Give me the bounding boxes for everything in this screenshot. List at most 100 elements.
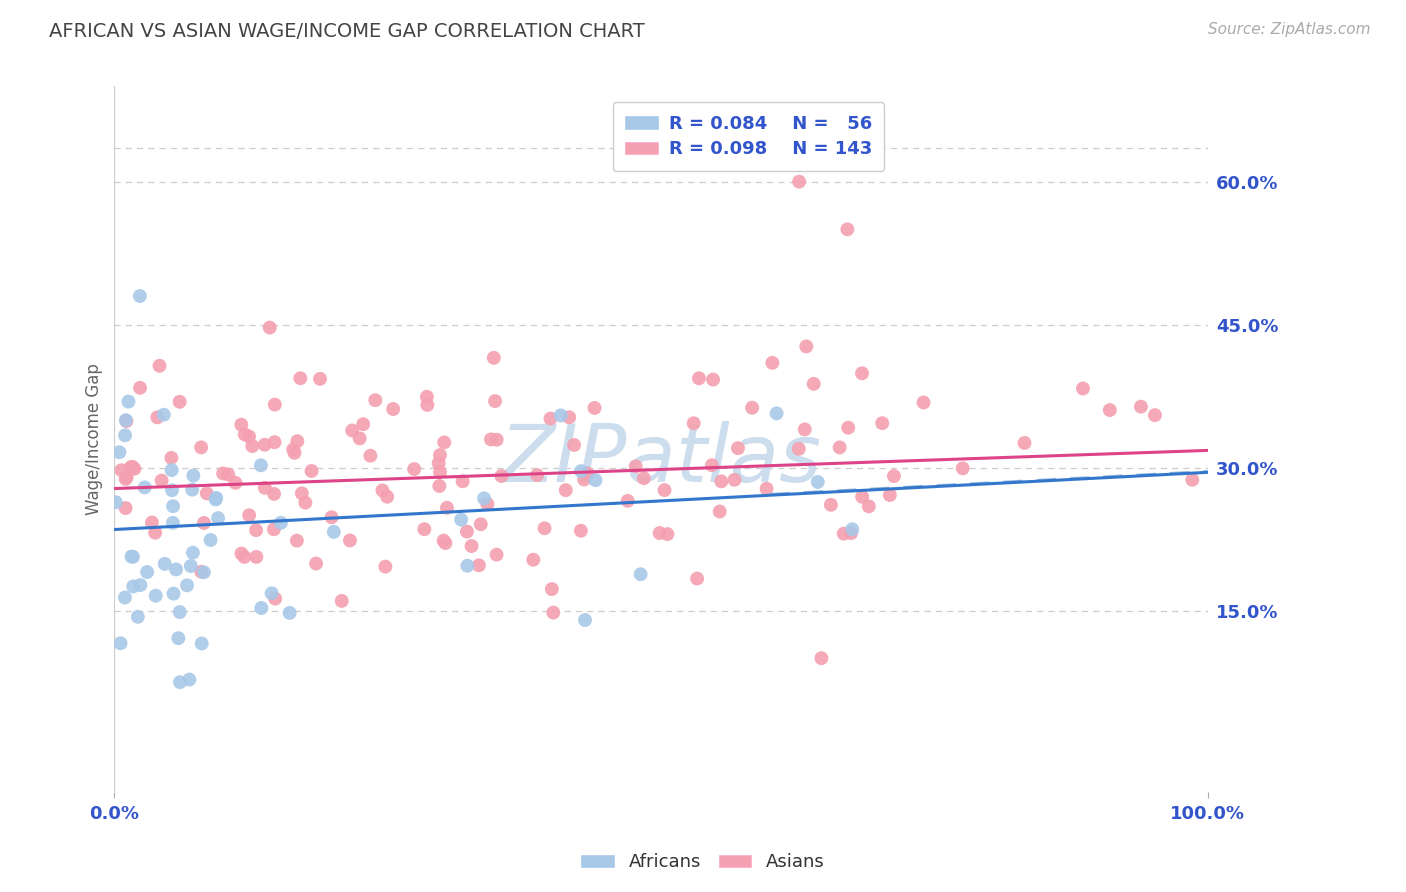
Point bbox=[1129, 400, 1152, 414]
Point bbox=[114, 472, 136, 486]
Point bbox=[110, 463, 132, 477]
Point bbox=[263, 522, 285, 536]
Point bbox=[1071, 381, 1094, 395]
Point bbox=[787, 442, 810, 456]
Point bbox=[349, 431, 371, 445]
Point bbox=[616, 493, 638, 508]
Point bbox=[114, 591, 136, 605]
Point bbox=[851, 490, 873, 504]
Point bbox=[741, 401, 763, 415]
Point bbox=[433, 435, 456, 450]
Point bbox=[160, 450, 183, 465]
Point bbox=[382, 402, 405, 417]
Point bbox=[285, 533, 308, 548]
Point bbox=[429, 448, 451, 462]
Point bbox=[883, 469, 905, 483]
Point bbox=[456, 524, 478, 539]
Point bbox=[470, 517, 492, 532]
Point bbox=[682, 416, 704, 430]
Text: ZIPatlas: ZIPatlas bbox=[501, 421, 823, 500]
Point bbox=[433, 533, 456, 548]
Point bbox=[793, 422, 815, 436]
Point bbox=[283, 442, 305, 457]
Point bbox=[472, 491, 495, 506]
Point bbox=[572, 473, 595, 487]
Point bbox=[416, 398, 439, 412]
Point bbox=[176, 578, 198, 592]
Point bbox=[115, 470, 138, 484]
Point bbox=[723, 473, 745, 487]
Point bbox=[558, 410, 581, 425]
Point bbox=[468, 558, 491, 573]
Point bbox=[193, 566, 215, 580]
Point bbox=[143, 525, 166, 540]
Point bbox=[305, 557, 328, 571]
Point bbox=[576, 467, 599, 481]
Point bbox=[114, 413, 136, 427]
Point bbox=[270, 516, 292, 530]
Point bbox=[416, 390, 439, 404]
Point bbox=[1014, 436, 1036, 450]
Point bbox=[134, 480, 156, 494]
Point bbox=[165, 562, 187, 576]
Point bbox=[114, 428, 136, 442]
Point bbox=[654, 483, 676, 497]
Point bbox=[562, 438, 585, 452]
Point bbox=[427, 479, 450, 493]
Text: Source: ZipAtlas.com: Source: ZipAtlas.com bbox=[1208, 22, 1371, 37]
Point bbox=[460, 539, 482, 553]
Point bbox=[538, 411, 561, 425]
Point bbox=[291, 486, 314, 500]
Point bbox=[245, 523, 267, 537]
Point bbox=[190, 441, 212, 455]
Point bbox=[152, 408, 174, 422]
Point bbox=[250, 601, 273, 615]
Point bbox=[484, 394, 506, 409]
Text: AFRICAN VS ASIAN WAGE/INCOME GAP CORRELATION CHART: AFRICAN VS ASIAN WAGE/INCOME GAP CORRELA… bbox=[49, 22, 645, 41]
Point bbox=[710, 475, 733, 489]
Point bbox=[169, 675, 191, 690]
Point bbox=[224, 475, 246, 490]
Point bbox=[727, 441, 749, 455]
Y-axis label: Wage/Income Gap: Wage/Income Gap bbox=[86, 363, 103, 515]
Point bbox=[260, 586, 283, 600]
Point bbox=[709, 504, 731, 518]
Point bbox=[150, 474, 173, 488]
Point bbox=[148, 359, 170, 373]
Point bbox=[136, 565, 159, 579]
Point bbox=[794, 339, 817, 353]
Point bbox=[1181, 473, 1204, 487]
Point bbox=[633, 471, 655, 485]
Point bbox=[1098, 403, 1121, 417]
Point bbox=[120, 549, 142, 564]
Legend: Africans, Asians: Africans, Asians bbox=[574, 847, 832, 879]
Point bbox=[851, 367, 873, 381]
Point bbox=[114, 501, 136, 516]
Point bbox=[160, 483, 183, 498]
Point bbox=[181, 468, 204, 483]
Point bbox=[522, 552, 544, 566]
Point bbox=[181, 483, 204, 497]
Point bbox=[870, 416, 893, 430]
Point bbox=[434, 536, 457, 550]
Point bbox=[169, 605, 191, 619]
Point bbox=[169, 394, 191, 409]
Point bbox=[839, 526, 862, 541]
Point bbox=[127, 610, 149, 624]
Point bbox=[146, 410, 169, 425]
Point bbox=[145, 589, 167, 603]
Point bbox=[160, 463, 183, 477]
Point bbox=[807, 475, 830, 489]
Point bbox=[141, 516, 163, 530]
Point bbox=[212, 467, 235, 481]
Point bbox=[278, 606, 301, 620]
Point bbox=[290, 371, 312, 385]
Point bbox=[879, 488, 901, 502]
Point bbox=[253, 481, 276, 495]
Point bbox=[364, 393, 387, 408]
Point bbox=[250, 458, 273, 473]
Point bbox=[110, 636, 132, 650]
Point bbox=[569, 524, 592, 538]
Point bbox=[700, 458, 723, 473]
Point bbox=[912, 395, 935, 409]
